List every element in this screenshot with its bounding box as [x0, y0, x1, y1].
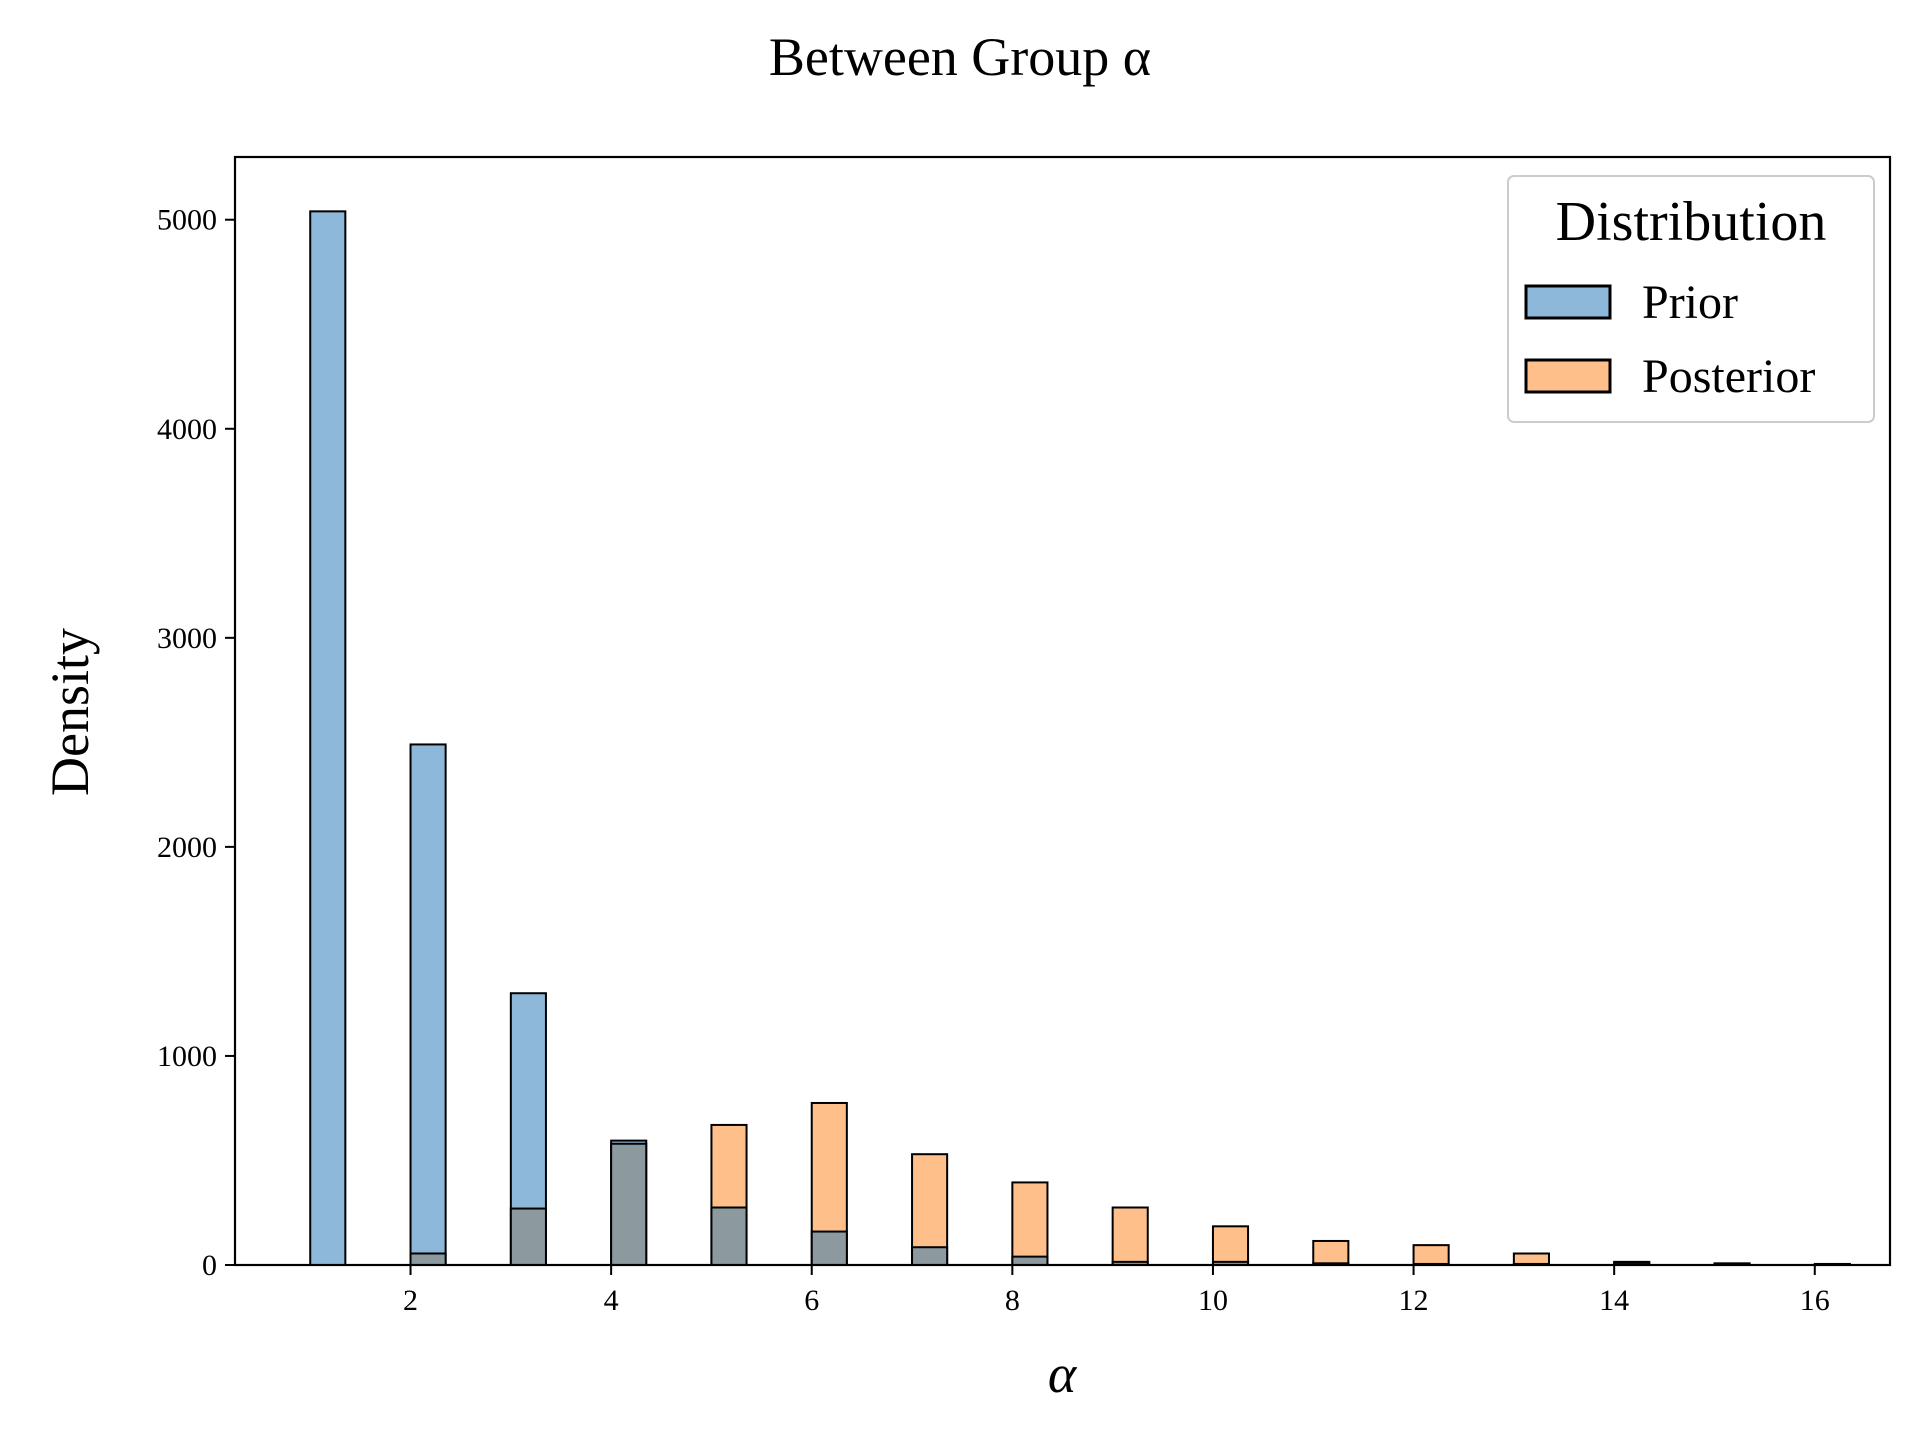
- x-tick-label-10: 10: [1198, 1284, 1228, 1317]
- legend: Distribution Prior Posterior: [1507, 175, 1875, 423]
- bar-posterior-12: [1412, 1244, 1450, 1267]
- plot-area: [233, 155, 1892, 1267]
- bar-overlap-4: [610, 1142, 648, 1267]
- bar-overlap-8: [1011, 1255, 1049, 1266]
- bar-posterior-9: [1111, 1206, 1149, 1266]
- x-tick-label-16: 16: [1800, 1284, 1830, 1317]
- x-axis: 2 4 6 8 10 12 14 16: [403, 1265, 1830, 1317]
- x-tick-label-12: 12: [1399, 1284, 1429, 1317]
- x-axis-label: α: [1048, 1344, 1078, 1404]
- bar-overlap-3: [509, 1207, 547, 1266]
- bar-overlap-7: [911, 1246, 949, 1267]
- x-tick-label-6: 6: [804, 1284, 819, 1317]
- bar-overlap-2: [409, 1252, 447, 1266]
- y-axis-label: Density: [40, 628, 100, 796]
- y-tick-label-4000: 4000: [157, 413, 217, 446]
- bar-overlap-5: [710, 1206, 748, 1266]
- legend-swatch-prior: [1524, 284, 1612, 320]
- bar-posterior-11: [1312, 1239, 1350, 1267]
- x-tick-label-2: 2: [403, 1284, 418, 1317]
- x-tick-label-14: 14: [1599, 1284, 1629, 1317]
- bar-prior-2: [409, 743, 447, 1266]
- plot-frame: [233, 155, 1892, 1267]
- legend-label-prior: Prior: [1642, 276, 1738, 329]
- y-tick-label-0: 0: [202, 1249, 217, 1282]
- chart-title: Between Group α: [769, 27, 1151, 87]
- x-tick-label-4: 4: [604, 1284, 619, 1317]
- y-axis: 0 1000 2000 3000 4000 5000: [157, 204, 235, 1282]
- bar-prior-1: [309, 210, 347, 1266]
- y-tick-label-3000: 3000: [157, 622, 217, 655]
- bar-overlap-6: [810, 1230, 848, 1266]
- x-tick-label-8: 8: [1005, 1284, 1020, 1317]
- y-tick-label-2000: 2000: [157, 831, 217, 864]
- y-tick-label-5000: 5000: [157, 204, 217, 237]
- y-tick-label-1000: 1000: [157, 1040, 217, 1073]
- bar-posterior-10: [1211, 1225, 1250, 1267]
- legend-swatch-posterior: [1524, 358, 1612, 394]
- legend-title: Distribution: [1556, 191, 1827, 253]
- legend-label-posterior: Posterior: [1642, 350, 1815, 403]
- bar-posterior-8: [1011, 1181, 1049, 1266]
